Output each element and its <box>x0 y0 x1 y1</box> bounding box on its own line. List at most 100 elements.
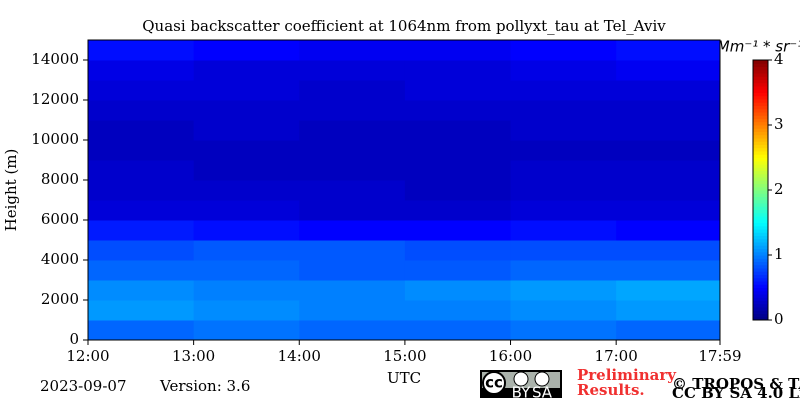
colorbar-step <box>753 86 768 90</box>
colorbar-step <box>753 167 768 171</box>
colorbar-step <box>753 242 768 246</box>
x-tick-label: 15:00 <box>383 347 426 365</box>
heatmap-cell <box>299 100 406 121</box>
colorbar-step <box>753 216 768 220</box>
colorbar-step <box>753 258 768 262</box>
heatmap-cell <box>193 320 300 341</box>
colorbar-step <box>753 128 768 132</box>
heatmap-cell <box>88 300 195 321</box>
heatmap-cell <box>510 100 617 121</box>
colorbar-step <box>753 79 768 84</box>
colorbar-step <box>753 235 768 240</box>
heatmap-cell <box>510 140 617 161</box>
heatmap-cell <box>193 80 300 101</box>
y-axis-label: Height (m) <box>2 149 20 232</box>
badge-sa: SA <box>532 384 553 400</box>
heatmap-cell <box>616 60 721 81</box>
heatmap-cell <box>88 100 195 121</box>
colorbar-step <box>753 60 768 64</box>
colorbar-step <box>753 271 768 275</box>
heatmap-cell <box>299 220 406 241</box>
heatmap-cell <box>404 40 512 61</box>
colorbar-step <box>753 138 768 142</box>
notice-line: Preliminary <box>577 366 677 384</box>
heatmap-cell <box>299 80 406 101</box>
colorbar-step <box>753 89 768 93</box>
x-tick-label: 14:00 <box>278 347 321 365</box>
heatmap-cell <box>510 260 617 281</box>
colorbar-step <box>753 134 768 139</box>
colorbar-step <box>753 287 768 292</box>
colorbar-step <box>753 170 768 175</box>
colorbar-step <box>753 115 768 119</box>
heatmap-cell <box>616 300 721 321</box>
heatmap-cell <box>193 300 300 321</box>
heatmap-cell <box>404 320 512 341</box>
colorbar-step <box>753 125 768 129</box>
badge-cc: cc <box>485 374 503 392</box>
heatmap-cell <box>616 260 721 281</box>
badge-by: BY <box>512 384 531 400</box>
colorbar-step <box>753 232 768 236</box>
heatmap-cell <box>404 160 512 181</box>
colorbar-step <box>753 229 768 233</box>
heatmap-cell <box>193 60 300 81</box>
colorbar-step <box>753 290 768 295</box>
colorbar-label: Mm⁻¹ * sr⁻¹ <box>717 38 800 56</box>
license-line: © TROPOS & TAU 2023. <box>672 375 800 393</box>
colorbar-step <box>753 69 768 74</box>
colorbar-step <box>753 121 768 126</box>
heatmap-cell <box>404 260 512 281</box>
y-tick-label: 12000 <box>31 90 79 108</box>
y-tick-label: 6000 <box>41 210 79 228</box>
heatmap-cell <box>616 200 721 221</box>
colorbar-step <box>753 206 768 210</box>
x-tick-label: 13:00 <box>172 347 215 365</box>
heatmap-cell <box>510 180 617 201</box>
heatmap-cell <box>193 120 300 141</box>
heatmap-cell <box>88 280 195 301</box>
colorbar-tick-label: 0 <box>774 310 784 328</box>
heatmap-cell <box>404 120 512 141</box>
colorbar-step <box>753 281 768 285</box>
colorbar-step <box>753 160 768 165</box>
heatmap-cell <box>299 260 406 281</box>
heatmap-cell <box>299 180 406 201</box>
heatmap-cell <box>616 320 721 341</box>
colorbar-step <box>753 154 768 158</box>
y-tick-label: 2000 <box>41 290 79 308</box>
colorbar-step <box>753 186 768 191</box>
y-tick-label: 10000 <box>31 130 79 148</box>
badge-circle <box>482 371 506 395</box>
colorbar-step <box>753 99 768 103</box>
heatmap-cell <box>404 60 512 81</box>
colorbar-step <box>753 225 768 230</box>
heatmap-cell <box>88 200 195 221</box>
heatmap-cell <box>299 40 406 61</box>
heatmap-cell <box>193 180 300 201</box>
y-tick-label: 0 <box>69 330 79 348</box>
heatmap-cell <box>299 140 406 161</box>
heatmap-cell <box>404 80 512 101</box>
colorbar-step <box>753 63 768 67</box>
y-tick-label: 8000 <box>41 170 79 188</box>
heatmap-cell <box>404 220 512 241</box>
notice-line: Results. <box>577 381 645 399</box>
colorbar-step <box>753 284 768 288</box>
heatmap-cell <box>88 240 195 261</box>
colorbar-step <box>753 151 768 155</box>
heatmap-cell <box>404 140 512 161</box>
heatmap-cell <box>88 260 195 281</box>
heatmap-cell <box>88 180 195 201</box>
colorbar-step <box>753 177 768 181</box>
heatmap-cell <box>193 140 300 161</box>
heatmap-cell <box>193 240 300 261</box>
colorbar-step <box>753 173 768 178</box>
colorbar-step <box>753 164 768 168</box>
colorbar-step <box>753 316 768 321</box>
heatmap-cell <box>404 100 512 121</box>
heatmap-cell <box>616 140 721 161</box>
heatmap-cell <box>299 280 406 301</box>
colorbar-step <box>753 255 768 259</box>
